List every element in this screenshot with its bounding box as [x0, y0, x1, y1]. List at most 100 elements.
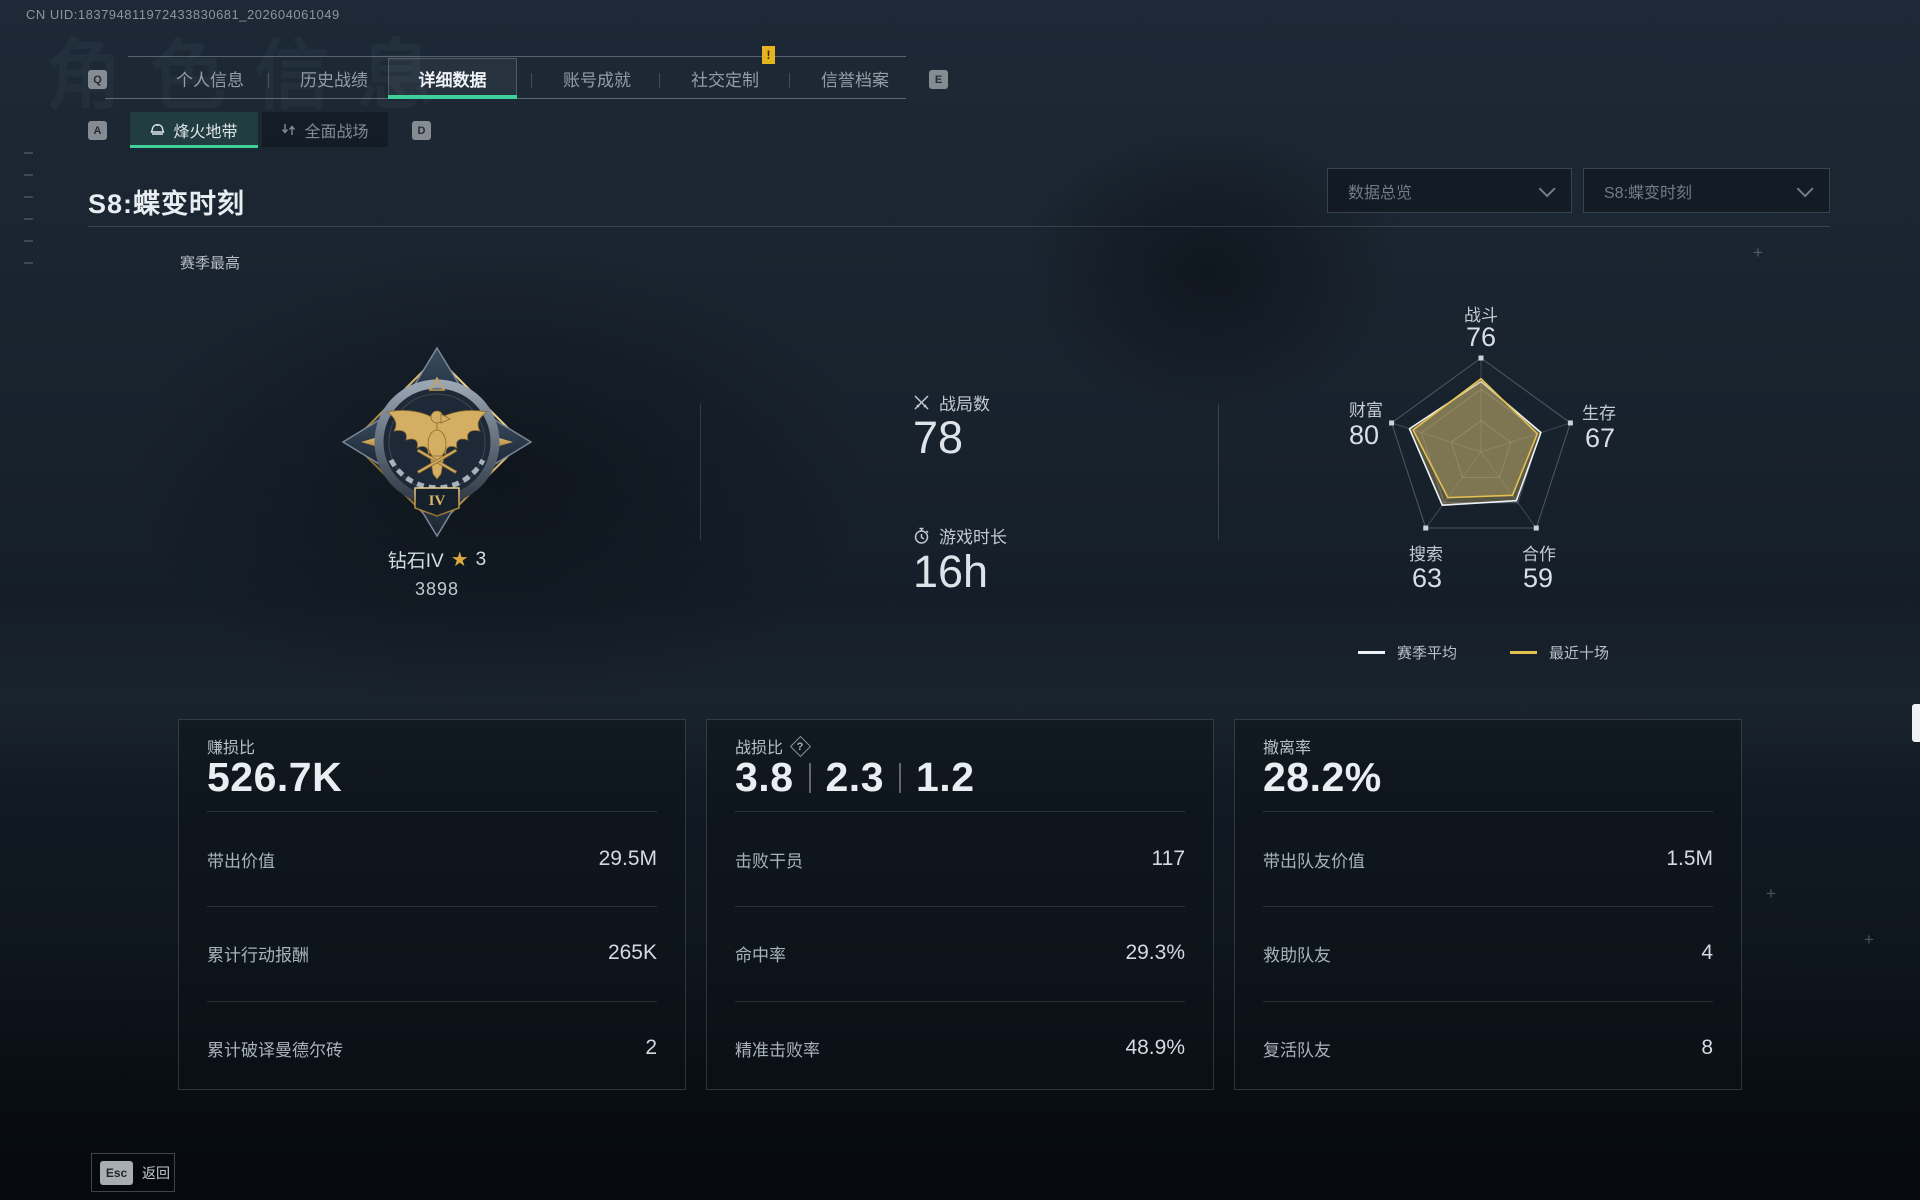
tab-separator	[659, 73, 660, 88]
tab-social-custom[interactable]: 社交定制	[691, 70, 759, 90]
row-divider	[207, 1001, 657, 1002]
legend-dash-yellow	[1510, 651, 1537, 654]
radar-axis-combat-value: 76	[1465, 322, 1497, 352]
tab-separator	[268, 73, 269, 88]
legend-dash-white	[1358, 651, 1385, 654]
rank-star-icon: ★	[450, 549, 469, 571]
key-hint-a: A	[88, 121, 107, 140]
radar-axis-search-value: 63	[1411, 563, 1443, 593]
card-extraction-rate: 撤离率 28.2% 带出队友价值 1.5M 救助队友 4 复活队友 8	[1234, 719, 1742, 1090]
battlefield-icon	[281, 123, 296, 136]
matches-label: 战局数	[939, 395, 990, 414]
card-divider	[735, 811, 1185, 812]
rank-name-row: 钻石IV ★ 3	[337, 546, 537, 573]
playtime-label-row: 游戏时长	[913, 523, 1007, 548]
value-separator	[899, 762, 901, 793]
season-best-label: 赛季最高	[180, 255, 241, 272]
tab-separator	[789, 73, 790, 88]
card-kd-ratio: 战损比 ? 3.8 2.3 1.2 击败干员 117 命中率 29.3% 精准击…	[706, 719, 1214, 1090]
playtime-label: 游戏时长	[939, 528, 1007, 547]
radar-chart	[1389, 355, 1573, 531]
radar-axis-combat-label: 战斗	[1464, 306, 1498, 325]
dropdown-selected-value: S8:蝶变时刻	[1604, 184, 1693, 202]
card-label: 赚损比	[207, 740, 256, 757]
key-hint-e: E	[929, 70, 948, 89]
alert-badge-icon: !	[762, 46, 775, 64]
row-divider	[735, 906, 1185, 907]
left-edge-ticks	[24, 152, 33, 284]
active-subtab-underline	[130, 145, 258, 148]
card-label-row: 战损比 ?	[735, 734, 812, 758]
value-separator	[808, 762, 811, 793]
matches-label-row: 战局数	[913, 390, 990, 415]
subtab-fire-zone[interactable]: 烽火地带	[130, 112, 258, 147]
tab-match-history[interactable]: 历史战绩	[300, 70, 368, 90]
stat-row: 带出队友价值 1.5M	[1263, 847, 1713, 871]
card-value: 526.7K	[207, 754, 343, 800]
card-profit-loss: 赚损比 526.7K 带出价值 29.5M 累计行动报酬 265K 累计破译曼德…	[178, 719, 686, 1090]
stat-row: 累计破译曼德尔砖 2	[207, 1036, 657, 1060]
card-divider	[1263, 811, 1713, 812]
stat-row: 复活队友 8	[1263, 1036, 1713, 1060]
data-overview-dropdown[interactable]: 数据总览	[1327, 168, 1572, 213]
key-hint-d: D	[412, 121, 431, 140]
tab-reputation[interactable]: 信誉档案	[821, 70, 889, 90]
crossed-swords-icon	[913, 394, 930, 411]
decor-plus-mark: +	[1766, 884, 1776, 903]
column-divider	[1218, 404, 1219, 540]
fire-zone-icon	[150, 123, 165, 136]
stat-row: 救助队友 4	[1263, 941, 1713, 965]
row-divider	[735, 1001, 1185, 1002]
tab-detailed-data[interactable]: 详细数据	[388, 58, 517, 98]
card-values: 3.8 2.3 1.2	[735, 754, 975, 800]
card-label: 撤离率	[1263, 740, 1312, 757]
account-uid: CN UID:183794811972433830681_20260406104…	[26, 7, 340, 22]
legend-season-average: 赛季平均	[1358, 642, 1457, 663]
background-dish-silhouette	[1020, 120, 1400, 420]
rank-score: 3898	[414, 579, 460, 599]
radar-axis-wealth-value: 80	[1348, 420, 1380, 450]
matches-value: 78	[913, 412, 964, 463]
rank-name: 钻石IV	[387, 551, 444, 572]
back-button[interactable]: Esc 返回	[91, 1153, 175, 1192]
title-divider	[88, 226, 1830, 227]
radar-axis-search-label: 搜索	[1409, 545, 1443, 564]
background-watermark: 角色信息	[46, 34, 462, 119]
radar-axis-wealth-label: 财富	[1349, 401, 1383, 420]
row-divider	[1263, 1001, 1713, 1002]
rank-tier-numeral: IV	[429, 493, 446, 509]
radar-axis-survival-label: 生存	[1582, 404, 1616, 423]
stat-row: 精准击败率 48.9%	[735, 1036, 1185, 1060]
stat-row: 累计行动报酬 265K	[207, 941, 657, 965]
background-shadow	[120, 240, 880, 720]
scrollbar-thumb[interactable]	[1912, 704, 1920, 742]
rank-star-count: 3	[475, 548, 487, 570]
radar-axis-coop-value: 59	[1522, 563, 1554, 593]
tabbar-top-line	[128, 56, 906, 57]
tab-achievements[interactable]: 账号成就	[563, 70, 631, 90]
stopwatch-icon	[913, 527, 930, 544]
chevron-down-icon	[1796, 179, 1814, 197]
card-divider	[207, 811, 657, 812]
rank-emblem: IV	[337, 342, 537, 542]
playtime-value: 16h	[913, 546, 989, 597]
key-hint-q: Q	[88, 70, 107, 89]
esc-keycap: Esc	[100, 1160, 133, 1185]
tab-personal-info[interactable]: 个人信息	[176, 70, 244, 90]
card-value: 28.2%	[1263, 754, 1382, 800]
subtab-full-battlefield[interactable]: 全面战场	[262, 112, 388, 147]
dropdown-selected-value: 数据总览	[1348, 184, 1413, 202]
radar-axis-coop-label: 合作	[1522, 545, 1556, 564]
legend-last-ten: 最近十场	[1510, 642, 1609, 663]
row-divider	[207, 906, 657, 907]
chevron-down-icon	[1538, 179, 1556, 197]
decor-plus-mark: +	[1753, 243, 1763, 262]
column-divider	[700, 404, 701, 540]
stat-row: 命中率 29.3%	[735, 941, 1185, 965]
decor-plus-mark: +	[1864, 930, 1874, 949]
stat-row: 击败干员 117	[735, 847, 1185, 871]
season-dropdown[interactable]: S8:蝶变时刻	[1583, 168, 1830, 213]
radar-axis-survival-value: 67	[1584, 423, 1616, 453]
active-tab-underline	[388, 95, 517, 99]
